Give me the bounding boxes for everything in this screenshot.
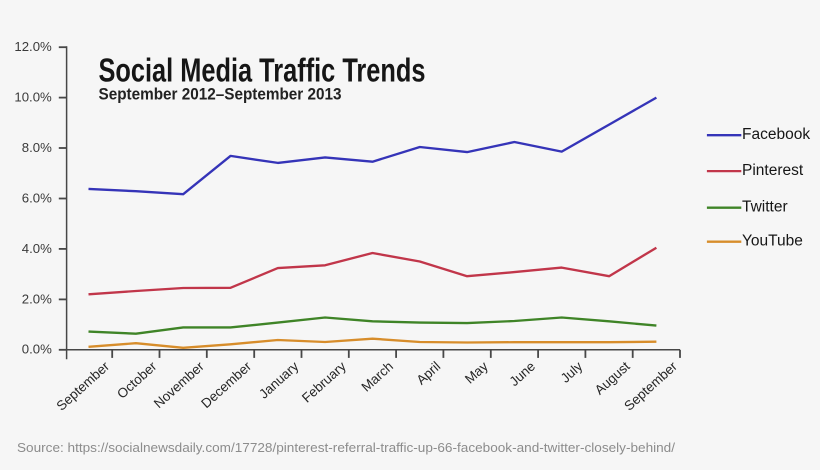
svg-text:6.0%: 6.0%	[22, 190, 52, 205]
svg-text:September 2012–September 2013: September 2012–September 2013	[99, 86, 342, 104]
svg-text:0.0%: 0.0%	[22, 342, 52, 357]
svg-text:2.0%: 2.0%	[22, 291, 52, 306]
svg-text:YouTube: YouTube	[742, 232, 803, 249]
svg-text:Source: https://socialnewsdail: Source: https://socialnewsdaily.com/1772…	[17, 440, 675, 455]
svg-text:12.0%: 12.0%	[14, 39, 52, 54]
svg-text:Social Media Traffic Trends: Social Media Traffic Trends	[99, 51, 426, 88]
svg-text:10.0%: 10.0%	[14, 90, 52, 105]
svg-text:Pinterest: Pinterest	[742, 162, 804, 179]
svg-text:4.0%: 4.0%	[22, 241, 52, 256]
svg-text:Twitter: Twitter	[742, 198, 788, 215]
svg-text:8.0%: 8.0%	[22, 140, 52, 155]
svg-text:Facebook: Facebook	[742, 126, 810, 143]
